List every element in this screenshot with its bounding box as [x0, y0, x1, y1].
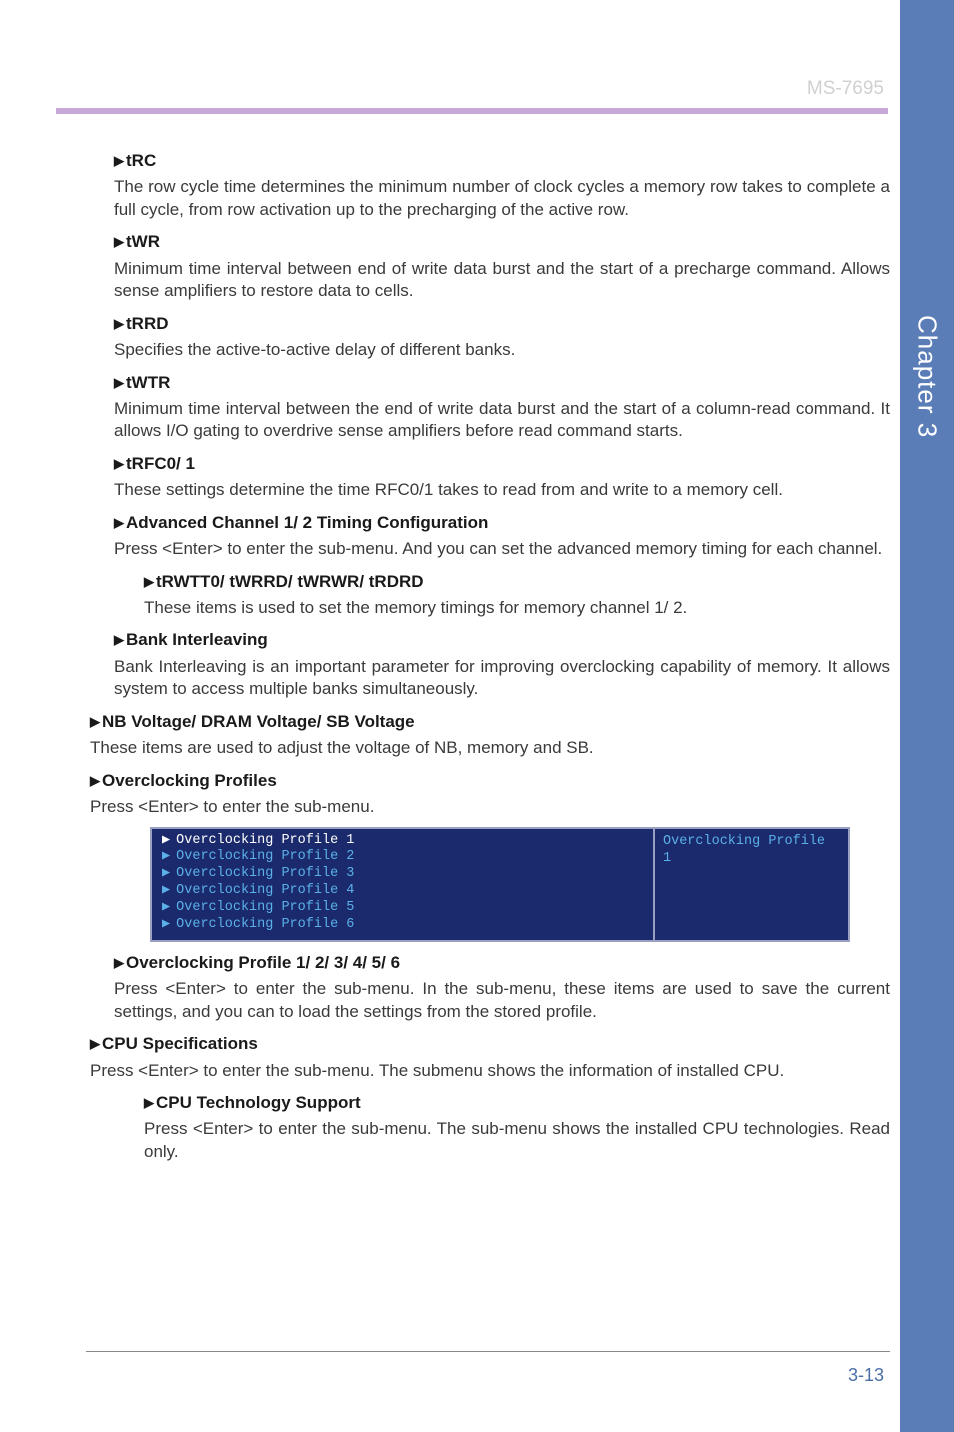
chapter-label: Chapter 3	[912, 315, 943, 438]
section-heading: ▶tRFC0/ 1	[90, 453, 890, 475]
triangle-icon: ▶	[162, 866, 170, 881]
section-heading: ▶tWR	[90, 231, 890, 253]
bios-help-text: Overclocking Profile 1	[663, 834, 825, 867]
footer-divider	[86, 1351, 890, 1352]
section-body: Press <Enter> to enter the sub-menu.	[90, 796, 890, 818]
section-body: Minimum time interval between end of wri…	[90, 258, 890, 303]
bios-help-panel: Overclocking Profile 1	[653, 829, 848, 940]
bios-item-label: Overclocking Profile 6	[176, 917, 354, 932]
section-body: Minimum time interval between the end of…	[90, 398, 890, 443]
bios-item-label: Overclocking Profile 1	[176, 833, 354, 848]
section-body: The row cycle time determines the minimu…	[90, 176, 890, 221]
arrow-icon: ▶	[144, 574, 154, 589]
triangle-icon: ▶	[162, 849, 170, 864]
arrow-icon: ▶	[90, 773, 100, 788]
section-body: Specifies the active-to-active delay of …	[90, 339, 890, 361]
bios-menu-item[interactable]: ▶ Overclocking Profile 5	[162, 900, 643, 917]
bios-item-label: Overclocking Profile 3	[176, 866, 354, 881]
chapter-side-tab: Chapter 3	[900, 0, 954, 1432]
section-heading: ▶tRC	[90, 150, 890, 172]
heading-text: tRRD	[126, 314, 169, 333]
arrow-icon: ▶	[114, 955, 124, 970]
arrow-icon: ▶	[114, 234, 124, 249]
bios-item-label: Overclocking Profile 5	[176, 900, 354, 915]
heading-text: CPU Specifications	[102, 1034, 258, 1053]
triangle-icon: ▶	[162, 833, 170, 848]
section-body: These settings determine the time RFC0/1…	[90, 479, 890, 501]
header-divider	[56, 108, 888, 114]
heading-text: Bank Interleaving	[126, 630, 268, 649]
bios-screenshot: ▶ Overclocking Profile 1 ▶ Overclocking Pr…	[150, 827, 850, 942]
triangle-icon: ▶	[162, 883, 170, 898]
section-heading: ▶tWTR	[90, 372, 890, 394]
triangle-icon: ▶	[162, 917, 170, 932]
section-heading: ▶Bank Interleaving	[90, 629, 890, 651]
bios-item-label: Overclocking Profile 4	[176, 883, 354, 898]
heading-text: tRWTT0/ tWRRD/ tWRWR/ tRDRD	[156, 572, 424, 591]
section-heading: ▶tRWTT0/ tWRRD/ tWRWR/ tRDRD	[90, 571, 890, 593]
page-number: 3-13	[848, 1365, 884, 1386]
model-number: MS-7695	[807, 78, 884, 100]
heading-text: tWR	[126, 232, 160, 251]
bios-menu-item[interactable]: ▶ Overclocking Profile 2	[162, 849, 643, 866]
bios-item-label: Overclocking Profile 2	[176, 849, 354, 864]
section-heading: ▶Overclocking Profiles	[90, 770, 890, 792]
bios-menu-item[interactable]: ▶ Overclocking Profile 4	[162, 883, 643, 900]
heading-text: Overclocking Profile 1/ 2/ 3/ 4/ 5/ 6	[126, 953, 400, 972]
arrow-icon: ▶	[114, 316, 124, 331]
bios-menu-item[interactable]: ▶ Overclocking Profile 1	[162, 833, 643, 850]
triangle-icon: ▶	[162, 900, 170, 915]
section-body: Press <Enter> to enter the sub-menu. In …	[90, 978, 890, 1023]
arrow-icon: ▶	[90, 1036, 100, 1051]
arrow-icon: ▶	[114, 456, 124, 471]
heading-text: CPU Technology Support	[156, 1093, 361, 1112]
arrow-icon: ▶	[144, 1095, 154, 1110]
section-heading: ▶tRRD	[90, 313, 890, 335]
section-body: Bank Interleaving is an important parame…	[90, 656, 890, 701]
arrow-icon: ▶	[114, 515, 124, 530]
section-body: Press <Enter> to enter the sub-menu. And…	[90, 538, 890, 560]
heading-text: Advanced Channel 1/ 2 Timing Configurati…	[126, 513, 488, 532]
section-body: These items is used to set the memory ti…	[90, 597, 890, 619]
arrow-icon: ▶	[114, 153, 124, 168]
section-body: Press <Enter> to enter the sub-menu. The…	[90, 1118, 890, 1163]
section-heading: ▶Overclocking Profile 1/ 2/ 3/ 4/ 5/ 6	[90, 952, 890, 974]
section-heading: ▶NB Voltage/ DRAM Voltage/ SB Voltage	[90, 711, 890, 733]
arrow-icon: ▶	[114, 632, 124, 647]
page-content: ▶tRC The row cycle time determines the m…	[90, 140, 890, 1167]
section-heading: ▶CPU Specifications	[90, 1033, 890, 1055]
bios-menu-item[interactable]: ▶ Overclocking Profile 3	[162, 866, 643, 883]
section-heading: ▶Advanced Channel 1/ 2 Timing Configurat…	[90, 512, 890, 534]
bios-menu-item[interactable]: ▶ Overclocking Profile 6	[162, 917, 643, 934]
arrow-icon: ▶	[90, 714, 100, 729]
section-body: Press <Enter> to enter the sub-menu. The…	[90, 1060, 890, 1082]
section-heading: ▶CPU Technology Support	[90, 1092, 890, 1114]
heading-text: Overclocking Profiles	[102, 771, 277, 790]
heading-text: tWTR	[126, 373, 170, 392]
heading-text: tRFC0/ 1	[126, 454, 195, 473]
heading-text: NB Voltage/ DRAM Voltage/ SB Voltage	[102, 712, 415, 731]
bios-menu-list: ▶ Overclocking Profile 1 ▶ Overclocking Pr…	[152, 829, 653, 940]
arrow-icon: ▶	[114, 375, 124, 390]
section-body: These items are used to adjust the volta…	[90, 737, 890, 759]
heading-text: tRC	[126, 151, 156, 170]
